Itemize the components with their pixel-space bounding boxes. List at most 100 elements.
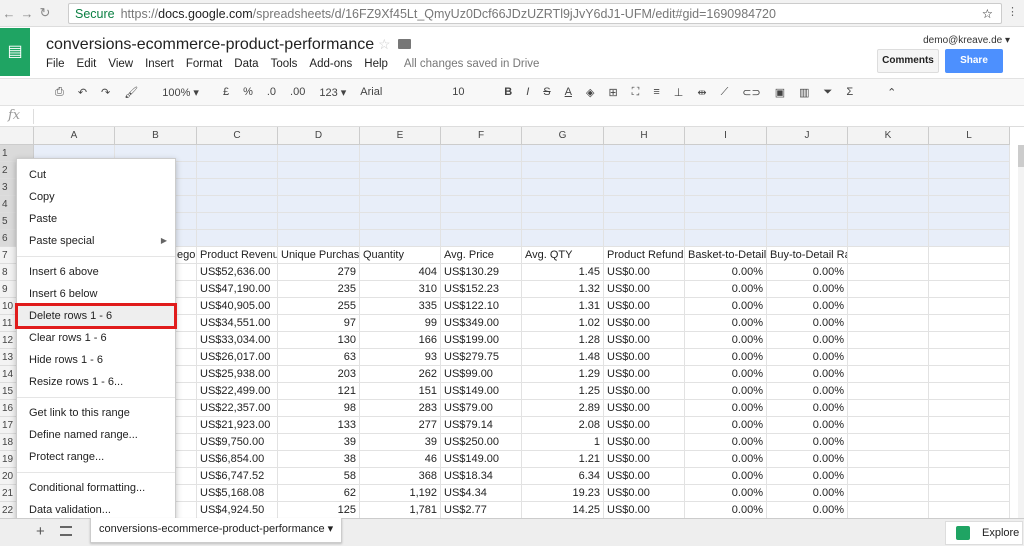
cell[interactable]: 166 — [360, 332, 441, 349]
cell[interactable]: 0.00% — [767, 383, 848, 400]
font-size-select[interactable]: 10 — [452, 86, 465, 98]
functions-icon[interactable]: Σ — [846, 86, 854, 98]
rotate-icon[interactable]: ⟋ — [720, 85, 729, 98]
cell[interactable]: US$0.00 — [604, 451, 685, 468]
cell[interactable] — [278, 213, 360, 230]
cell[interactable] — [848, 162, 929, 179]
cell[interactable] — [441, 145, 522, 162]
cell[interactable] — [767, 213, 848, 230]
collapse-icon[interactable]: ⌃ — [887, 86, 897, 99]
cell[interactable]: US$99.00 — [441, 366, 522, 383]
cell[interactable]: US$149.00 — [441, 383, 522, 400]
bookmark-star-icon[interactable]: ☆ — [981, 7, 993, 21]
cell[interactable]: 63 — [278, 349, 360, 366]
chart-icon[interactable]: ▥ — [799, 86, 810, 99]
text-color-icon[interactable]: A — [564, 86, 572, 98]
context-item-clear-rows-1-6[interactable]: Clear rows 1 - 6 — [17, 327, 175, 349]
cell[interactable]: 0.00% — [685, 468, 767, 485]
cell[interactable]: 38 — [278, 451, 360, 468]
cell[interactable]: 1.25 — [522, 383, 604, 400]
folder-icon[interactable] — [398, 39, 411, 49]
cell[interactable]: 1 — [522, 434, 604, 451]
cell[interactable]: 277 — [360, 417, 441, 434]
cell[interactable]: 151 — [360, 383, 441, 400]
cell[interactable] — [929, 349, 1010, 366]
cell[interactable] — [929, 468, 1010, 485]
cell[interactable] — [197, 162, 278, 179]
cell[interactable]: 0.00% — [685, 264, 767, 281]
cell[interactable]: 0.00% — [767, 281, 848, 298]
cell[interactable] — [929, 315, 1010, 332]
cell[interactable]: 283 — [360, 400, 441, 417]
cell[interactable]: US$0.00 — [604, 349, 685, 366]
cell[interactable]: US$4.34 — [441, 485, 522, 502]
cell[interactable]: US$4,924.50 — [197, 502, 278, 519]
reload-icon[interactable]: ↻ — [39, 5, 51, 20]
cell[interactable] — [848, 264, 929, 281]
cell[interactable]: 335 — [360, 298, 441, 315]
cell[interactable]: 0.00% — [685, 451, 767, 468]
cell[interactable] — [848, 213, 929, 230]
cell[interactable]: 1,781 — [360, 502, 441, 519]
cell[interactable] — [848, 485, 929, 502]
cell[interactable] — [360, 213, 441, 230]
column-title-cell[interactable]: Product Revenue — [197, 247, 278, 264]
cell[interactable]: 0.00% — [767, 485, 848, 502]
cell[interactable] — [848, 366, 929, 383]
cell[interactable] — [441, 162, 522, 179]
cell[interactable] — [848, 230, 929, 247]
cell[interactable]: US$9,750.00 — [197, 434, 278, 451]
menu-addons[interactable]: Add-ons — [309, 58, 353, 70]
cell[interactable]: 19.23 — [522, 485, 604, 502]
context-item-conditional-formatting[interactable]: Conditional formatting... — [17, 477, 175, 499]
context-item-paste-special[interactable]: Paste special ▶ — [17, 230, 175, 252]
menu-data[interactable]: Data — [234, 58, 259, 70]
cell[interactable]: US$122.10 — [441, 298, 522, 315]
cell[interactable]: 58 — [278, 468, 360, 485]
cell[interactable]: 1.32 — [522, 281, 604, 298]
context-item-paste[interactable]: Paste — [17, 208, 175, 230]
cell[interactable]: US$0.00 — [604, 434, 685, 451]
cell[interactable] — [929, 145, 1010, 162]
cell[interactable] — [197, 230, 278, 247]
cell[interactable]: 133 — [278, 417, 360, 434]
cell[interactable]: US$0.00 — [604, 417, 685, 434]
cell[interactable] — [197, 213, 278, 230]
zoom-select[interactable]: 100% ▾ — [162, 86, 199, 99]
increase-decimal-button[interactable]: .00 — [290, 86, 306, 98]
cell[interactable] — [929, 417, 1010, 434]
cell[interactable] — [929, 383, 1010, 400]
cell[interactable]: 39 — [360, 434, 441, 451]
add-sheet-icon[interactable]: + — [36, 523, 45, 540]
cell[interactable]: 0.00% — [767, 298, 848, 315]
context-item-protect-range[interactable]: Protect range... — [17, 446, 175, 468]
cell[interactable]: US$0.00 — [604, 485, 685, 502]
cell[interactable]: US$0.00 — [604, 332, 685, 349]
cell[interactable]: US$79.14 — [441, 417, 522, 434]
cell[interactable]: 121 — [278, 383, 360, 400]
column-header-J[interactable]: J — [767, 127, 848, 145]
cell[interactable] — [604, 213, 685, 230]
cell[interactable] — [685, 162, 767, 179]
cell[interactable] — [685, 213, 767, 230]
cell[interactable]: US$149.00 — [441, 451, 522, 468]
cell[interactable]: 1.31 — [522, 298, 604, 315]
cell[interactable] — [929, 502, 1010, 519]
spreadsheet-grid[interactable]: ABCDEFGHIJKL1234567egoryProduct RevenueU… — [0, 127, 1020, 519]
cell[interactable]: US$47,190.00 — [197, 281, 278, 298]
context-item-insert-6-below[interactable]: Insert 6 below — [17, 283, 175, 305]
cell[interactable] — [197, 145, 278, 162]
column-header-G[interactable]: G — [522, 127, 604, 145]
redo-icon[interactable]: ↷ — [101, 86, 111, 99]
italic-icon[interactable]: I — [526, 86, 530, 98]
address-bar[interactable]: Secure https://docs.google.com/spreadshe… — [68, 3, 1002, 24]
cell[interactable]: US$5,168.08 — [197, 485, 278, 502]
cell[interactable]: 0.00% — [685, 315, 767, 332]
forward-icon[interactable]: → — [20, 5, 34, 21]
formula-bar[interactable]: fx — [0, 106, 1024, 127]
cell[interactable]: 203 — [278, 366, 360, 383]
cell[interactable]: 310 — [360, 281, 441, 298]
comment-icon[interactable]: ▣ — [774, 86, 786, 99]
cell[interactable]: 125 — [278, 502, 360, 519]
cell[interactable] — [848, 417, 929, 434]
